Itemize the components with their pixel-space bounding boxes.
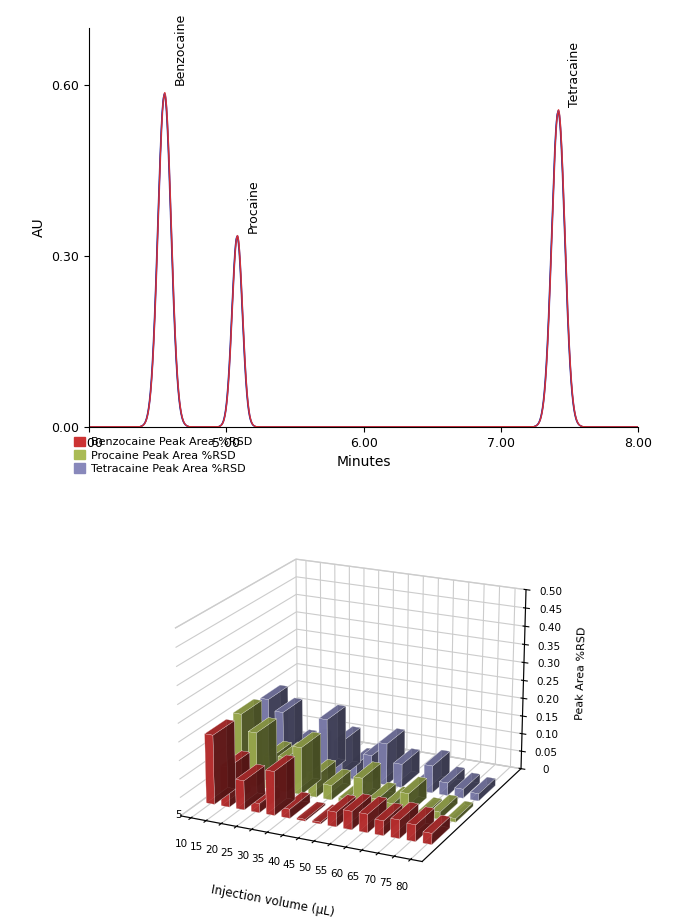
- Y-axis label: AU: AU: [32, 218, 46, 237]
- Text: Benzocaine: Benzocaine: [174, 12, 187, 84]
- X-axis label: Minutes: Minutes: [336, 455, 391, 469]
- Text: Procaine: Procaine: [247, 179, 260, 233]
- Legend: Benzocaine Peak Area %RSD, Procaine Peak Area %RSD, Tetracaine Peak Area %RSD: Benzocaine Peak Area %RSD, Procaine Peak…: [74, 437, 252, 474]
- Text: Tetracaine: Tetracaine: [568, 42, 581, 107]
- X-axis label: Injection volume (µL): Injection volume (µL): [209, 883, 335, 918]
